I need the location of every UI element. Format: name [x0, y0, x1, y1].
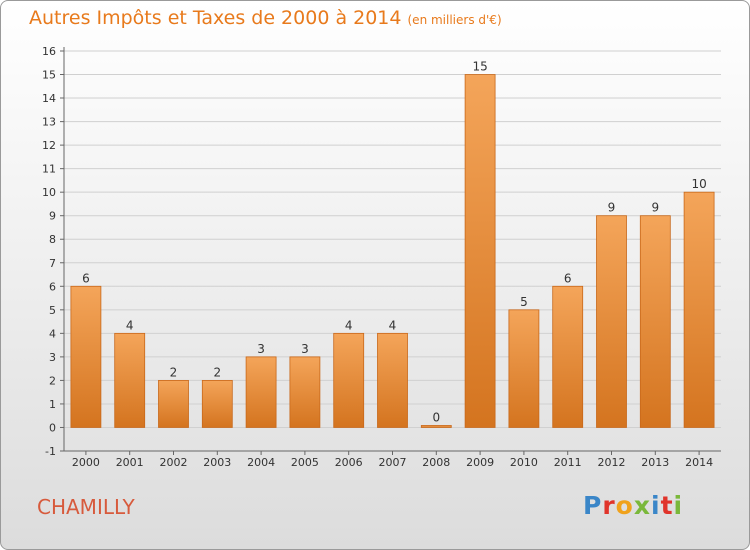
logo-letter: i — [651, 491, 661, 520]
y-tick-label: 7 — [49, 257, 56, 270]
bar — [683, 191, 715, 428]
y-tick-label: 9 — [49, 210, 56, 223]
value-label: 4 — [389, 318, 397, 332]
subtitle-text: (en milliers d'€) — [407, 13, 502, 27]
chart-title: Autres Impôts et Taxes de 2000 à 2014 (en… — [29, 7, 502, 29]
value-label: 10 — [691, 177, 706, 191]
y-tick-label: 4 — [49, 327, 56, 340]
logo-letter: P — [583, 491, 603, 520]
logo-letter: t — [660, 491, 674, 520]
bar — [639, 215, 671, 428]
y-tick-label: 15 — [42, 69, 56, 82]
x-tick-label: 2001 — [116, 456, 144, 469]
value-label: 9 — [651, 201, 659, 215]
value-label: 6 — [82, 271, 90, 285]
value-label: 3 — [257, 342, 265, 356]
bar — [420, 425, 452, 428]
bar — [114, 332, 146, 428]
x-tick-label: 2008 — [422, 456, 450, 469]
bars — [70, 74, 715, 428]
bar — [464, 74, 496, 428]
x-tick-label: 2005 — [291, 456, 319, 469]
bar — [201, 380, 233, 428]
value-label: 4 — [345, 318, 353, 332]
y-tick-label: 10 — [42, 186, 56, 199]
bar — [70, 285, 102, 428]
x-tick-label: 2013 — [641, 456, 669, 469]
y-tick-label: 12 — [42, 139, 56, 152]
x-tick-label: 2003 — [203, 456, 231, 469]
y-tick-label: 2 — [49, 374, 56, 387]
value-label: 5 — [520, 295, 528, 309]
bar — [245, 356, 277, 428]
y-tick-label: 3 — [49, 351, 56, 364]
x-tick-label: 2006 — [335, 456, 363, 469]
x-tick-label: 2010 — [510, 456, 538, 469]
logo-letter: o — [615, 491, 634, 520]
value-label: 2 — [170, 365, 178, 379]
value-label: 2 — [213, 365, 221, 379]
x-tick-label: 2009 — [466, 456, 494, 469]
value-label: 4 — [126, 318, 134, 332]
x-tick-labels: 2000 2001 2002 2003 2004 2005 2006 2007 2008 2009… — [72, 456, 713, 469]
x-tick-label: 2004 — [247, 456, 275, 469]
y-tick-label: 0 — [49, 421, 56, 434]
x-tick-label: 2014 — [685, 456, 713, 469]
value-label: 3 — [301, 342, 309, 356]
y-tick-label: 8 — [49, 233, 56, 246]
y-tick-label: 1 — [49, 398, 56, 411]
logo-letter: i — [673, 491, 684, 520]
title-text: Autres Impôts et Taxes de 2000 à 2014 — [29, 7, 402, 29]
logo-letter: x — [633, 491, 651, 520]
y-tick-label: 13 — [42, 116, 56, 129]
y-tick-label: 14 — [42, 92, 56, 105]
value-label: 9 — [608, 201, 616, 215]
y-tick-label: 16 — [42, 45, 56, 58]
x-tick-label: 2000 — [72, 456, 100, 469]
x-tick-label: 2002 — [160, 456, 188, 469]
axes — [60, 47, 721, 455]
bar — [377, 332, 408, 428]
logo-letter: r — [602, 491, 616, 520]
y-tick-label: 11 — [42, 163, 56, 176]
bar — [552, 285, 584, 428]
value-labels: 6 4 2 2 3 3 4 4 0 15 5 6 9 9 10 — [82, 60, 707, 425]
bar — [158, 380, 189, 428]
y-tick-label: 5 — [49, 304, 56, 317]
commune-name: CHAMILLY — [37, 495, 135, 519]
value-label: 15 — [472, 60, 487, 74]
value-label: 0 — [432, 410, 440, 424]
y-tick-label: -1 — [45, 445, 56, 458]
bar — [333, 332, 365, 428]
bar — [508, 309, 540, 428]
x-tick-label: 2012 — [598, 456, 626, 469]
proxiti-logo: Proxiti — [583, 491, 683, 520]
bar — [596, 215, 627, 428]
x-tick-label: 2007 — [379, 456, 407, 469]
y-tick-label: 6 — [49, 280, 56, 293]
value-label: 6 — [564, 271, 572, 285]
bar — [289, 356, 321, 428]
x-tick-label: 2011 — [554, 456, 582, 469]
